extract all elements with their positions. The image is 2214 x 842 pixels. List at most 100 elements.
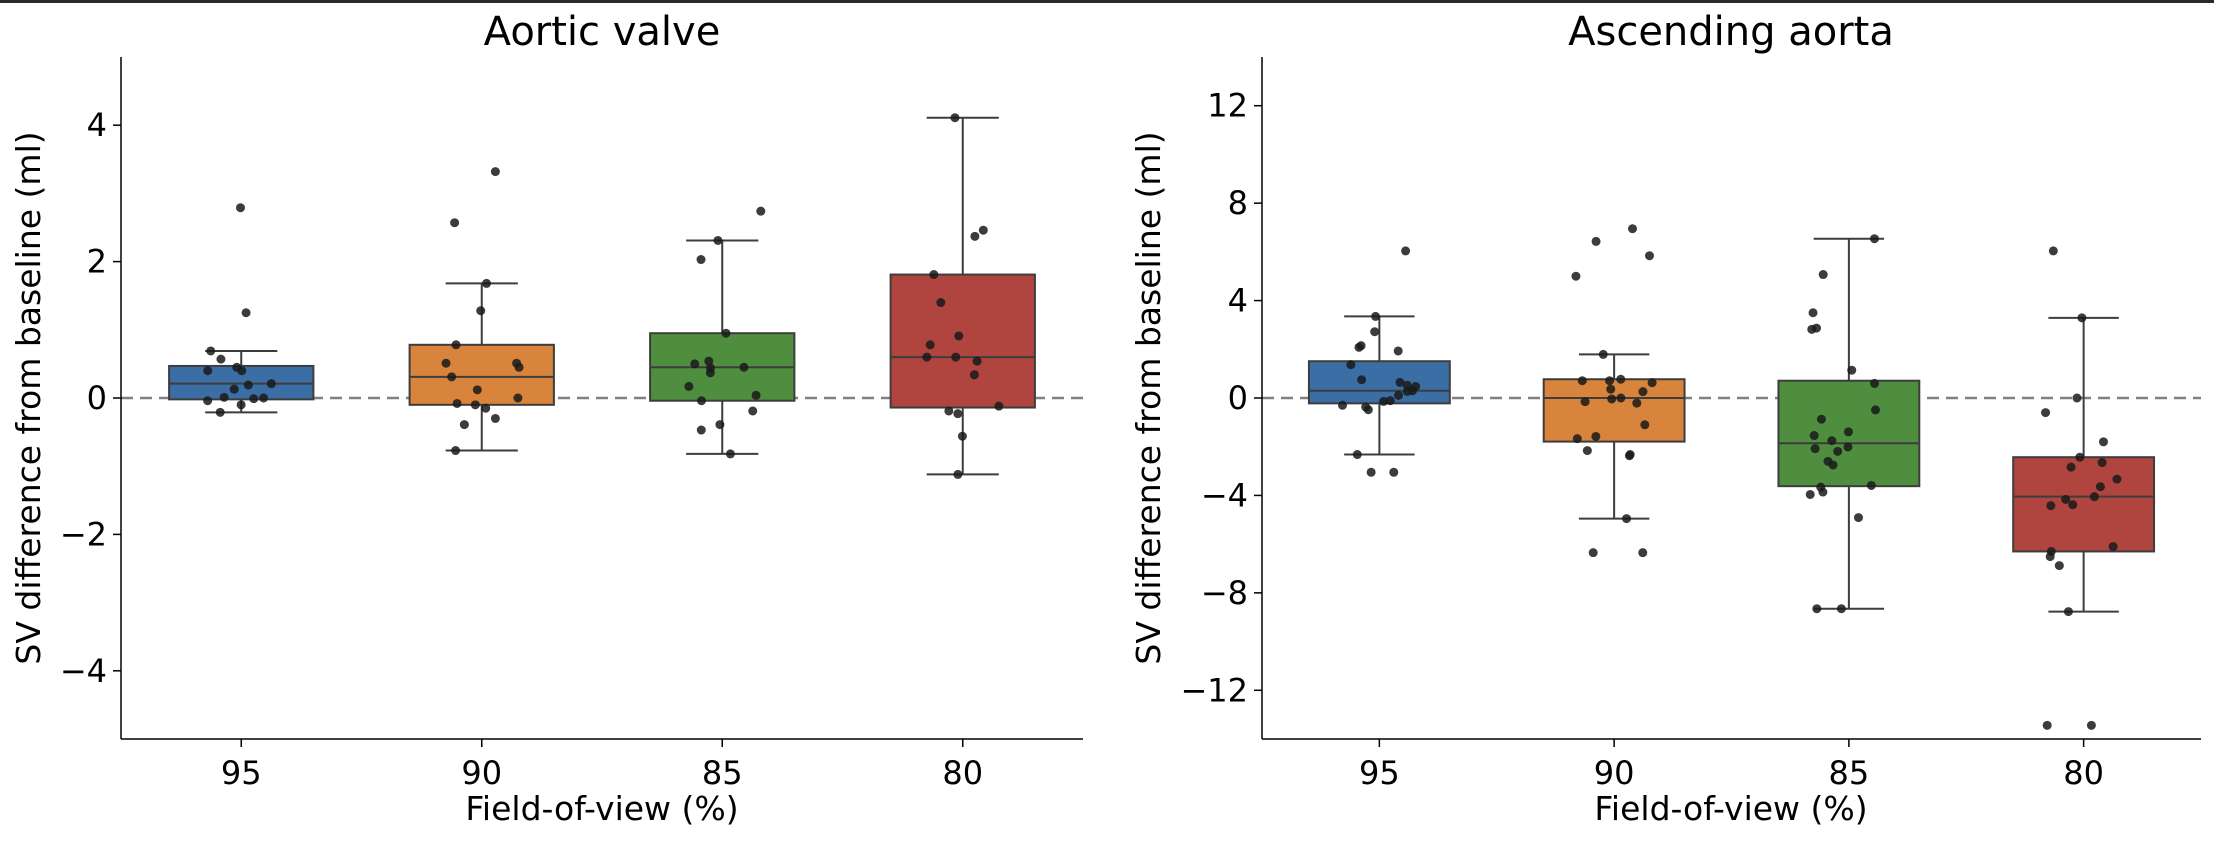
data-point [944,406,954,416]
data-point [1843,427,1853,437]
data-point [451,340,461,350]
axes [1261,57,2201,740]
data-point [1588,548,1598,558]
y-tick-label: −4 [1201,476,1248,514]
data-point [756,206,766,216]
data-point [1869,378,1879,388]
x-ticks: 95 90 85 80 [221,739,983,792]
data-point [1810,444,1820,454]
data-point [1624,451,1634,461]
data-point [748,406,758,416]
data-point [2066,462,2076,472]
x-ticks: 95 90 85 80 [1359,739,2104,792]
data-point [705,368,715,378]
data-point [751,390,761,400]
x-tick-label: 80 [2063,754,2104,792]
data-point [490,167,500,177]
data-point [1828,460,1838,470]
data-point [481,403,491,413]
data-point [2068,500,2078,510]
data-point [1807,324,1817,334]
data-point [972,356,982,366]
data-point [1401,246,1411,256]
data-point [2072,393,2082,403]
chart-title: Ascending aorta [1568,9,1894,55]
y-tick-label: −8 [1201,574,1248,612]
data-point [721,328,731,338]
box-80 [889,273,1036,409]
data-point [1644,251,1654,261]
data-point [237,366,247,376]
data-point [1638,548,1648,558]
data-point [2046,501,2056,511]
data-point [957,431,967,441]
data-point [954,331,964,341]
data-point [235,203,245,213]
data-point [1809,431,1819,441]
data-point [994,401,1004,411]
data-point [1605,376,1615,386]
y-tick-label: 8 [1228,184,1248,222]
y-tick-label: −2 [60,515,107,553]
y-ticks: −4 −2 0 2 4 [60,106,121,690]
data-point [2042,720,2052,730]
y-tick-label: −4 [60,652,107,690]
points [203,113,1004,479]
y-tick-label: 4 [1228,282,1248,320]
data-point [725,449,735,459]
data-point [1836,604,1846,614]
data-point [978,225,988,235]
data-point [219,392,229,402]
data-point [2063,607,2073,617]
data-point [470,400,480,410]
data-point [1402,386,1412,396]
data-point [1808,308,1818,318]
boxes [1307,237,2156,613]
data-point [1616,374,1626,384]
data-point [684,381,694,391]
data-point [1843,442,1853,452]
data-point [243,380,253,390]
box-90 [408,343,555,406]
data-point [206,346,216,356]
data-point [1805,489,1815,499]
data-point [241,308,251,318]
data-point [472,385,482,395]
data-point [1571,271,1581,281]
data-point [236,400,246,410]
y-tick-label: 12 [1207,87,1248,125]
data-point [2041,408,2051,418]
y-axis-label: SV difference from baseline (ml) [1129,131,1168,664]
x-tick-label: 90 [1594,754,1635,792]
data-point [2061,494,2071,504]
data-point [482,278,492,288]
data-point [229,384,239,394]
data-point [953,409,963,419]
data-point [1346,360,1356,370]
data-point [1352,450,1362,460]
data-point [925,340,935,350]
data-point [696,425,706,435]
data-point [1812,604,1822,614]
data-point [2048,246,2058,256]
data-point [2086,720,2096,730]
data-point [936,298,946,308]
data-point [1395,377,1405,387]
data-point [1640,420,1650,430]
data-point [739,362,749,372]
box-80 [2012,456,2156,553]
data-point [951,352,961,362]
top-border [0,0,2214,3]
data-point [490,413,500,423]
data-point [459,420,469,430]
axes [120,57,1083,740]
y-tick-label: 0 [87,379,107,417]
data-point [1632,398,1642,408]
data-point [2054,561,2064,571]
data-point [2108,542,2118,552]
boxes [168,116,1036,476]
data-point [203,396,213,406]
data-point [1870,405,1880,415]
data-point [1606,384,1616,394]
